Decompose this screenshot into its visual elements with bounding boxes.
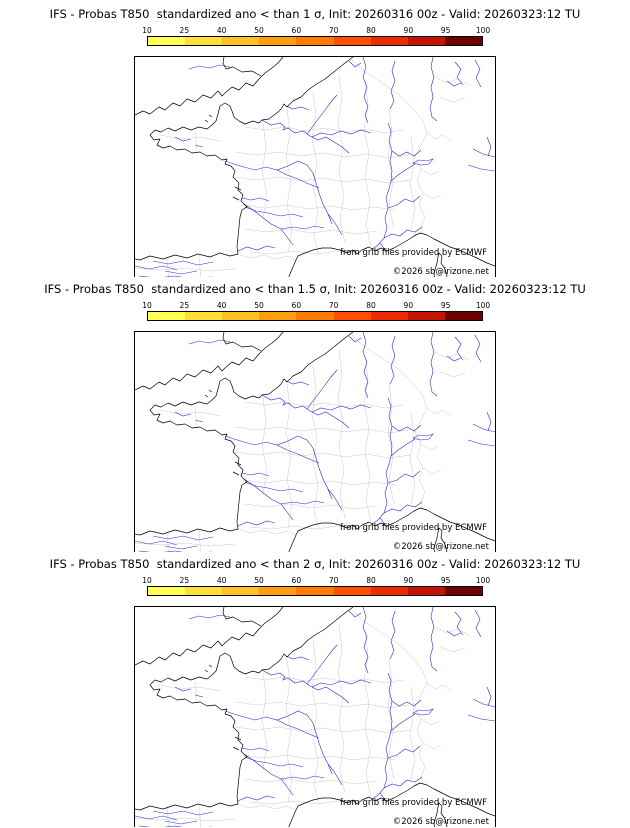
colorbar-segment xyxy=(333,312,371,320)
colorbar-segment xyxy=(259,587,297,595)
colorbar-tick-label: 40 xyxy=(216,26,227,35)
colorbar-segment xyxy=(296,312,334,320)
colorbar-segment xyxy=(259,312,297,320)
colorbar-tick-label: 100 xyxy=(475,576,491,585)
colorbar-tick-label: 50 xyxy=(254,576,264,585)
colorbar-bar xyxy=(147,311,483,321)
colorbar-segment xyxy=(370,312,408,320)
colorbar-segment xyxy=(407,37,445,45)
colorbar-segment xyxy=(444,587,482,595)
colorbar-tick-label: 100 xyxy=(475,301,491,310)
colorbar-bar xyxy=(147,36,483,46)
colorbar-tick-label: 50 xyxy=(254,26,264,35)
forecast-panel-1-5sigma: IFS - Probas T850 standardized ano < tha… xyxy=(0,277,630,552)
colorbar-tick-label: 95 xyxy=(440,301,451,310)
colorbar-segment xyxy=(333,587,371,595)
france-map-svg xyxy=(135,57,495,277)
colorbar-tick-label: 25 xyxy=(179,576,190,585)
colorbar-tick-label: 80 xyxy=(366,26,376,35)
colorbar-segment xyxy=(185,37,223,45)
panel-title: IFS - Probas T850 standardized ano < tha… xyxy=(49,557,581,571)
colorbar-tick-label: 90 xyxy=(403,301,414,310)
colorbar-tick-labels: 10 25 40 50 60 70 80 90 95 100 xyxy=(142,26,490,35)
colorbar-tick-label: 25 xyxy=(179,26,190,35)
map-france: from grib files provided by ECMWF ©2026 … xyxy=(134,331,496,552)
colorbar-segment xyxy=(370,37,408,45)
colorbar-tick-label: 40 xyxy=(216,576,227,585)
colorbar-tick-label: 40 xyxy=(216,301,227,310)
colorbar-segment xyxy=(222,37,260,45)
colorbar-tick-label: 60 xyxy=(291,301,302,310)
colorbar-tick-labels: 10 25 40 50 60 70 80 90 95 100 xyxy=(142,576,490,585)
colorbar-segment xyxy=(333,37,371,45)
credit-copyright: ©2026 sb@irizone.net xyxy=(392,267,489,277)
credit-copyright: ©2026 sb@irizone.net xyxy=(392,542,489,552)
colorbar-tick-label: 70 xyxy=(328,26,339,35)
credit-copyright: ©2026 sb@irizone.net xyxy=(392,817,489,827)
probability-colorbar: 10 25 40 50 60 70 80 90 95 100 xyxy=(142,576,490,596)
colorbar-tick-label: 10 xyxy=(142,576,152,585)
colorbar-segment xyxy=(185,587,223,595)
colorbar-segment xyxy=(444,312,482,320)
colorbar-tick-label: 80 xyxy=(366,576,376,585)
colorbar-tick-label: 70 xyxy=(328,301,339,310)
colorbar-tick-label: 95 xyxy=(440,26,451,35)
forecast-panel-1sigma: IFS - Probas T850 standardized ano < tha… xyxy=(0,2,630,277)
france-map-svg xyxy=(135,607,495,827)
colorbar-tick-label: 90 xyxy=(403,576,414,585)
colorbar-segment xyxy=(222,312,260,320)
probability-colorbar: 10 25 40 50 60 70 80 90 95 100 xyxy=(142,26,490,46)
colorbar-segment xyxy=(296,37,334,45)
colorbar-segment xyxy=(148,312,186,320)
colorbar-segment xyxy=(370,587,408,595)
colorbar-segment xyxy=(407,312,445,320)
panel-title: IFS - Probas T850 standardized ano < tha… xyxy=(44,282,586,296)
colorbar-segment xyxy=(222,587,260,595)
map-france: from grib files provided by ECMWF ©2026 … xyxy=(134,606,496,827)
colorbar-segment xyxy=(259,37,297,45)
france-map-svg xyxy=(135,332,495,552)
map-france: from grib files provided by ECMWF ©2026 … xyxy=(134,56,496,277)
credit-ecmwf: from grib files provided by ECMWF xyxy=(340,798,487,808)
colorbar-tick-labels: 10 25 40 50 60 70 80 90 95 100 xyxy=(142,301,490,310)
colorbar-segment xyxy=(148,587,186,595)
colorbar-tick-label: 70 xyxy=(328,576,339,585)
credit-ecmwf: from grib files provided by ECMWF xyxy=(340,248,487,258)
colorbar-tick-label: 10 xyxy=(142,26,152,35)
panel-title: IFS - Probas T850 standardized ano < tha… xyxy=(49,7,581,21)
colorbar-segment xyxy=(185,312,223,320)
colorbar-segment xyxy=(407,587,445,595)
colorbar-tick-label: 50 xyxy=(254,301,264,310)
colorbar-bar xyxy=(147,586,483,596)
colorbar-segment xyxy=(296,587,334,595)
colorbar-tick-label: 90 xyxy=(403,26,414,35)
colorbar-tick-label: 25 xyxy=(179,301,190,310)
colorbar-segment xyxy=(148,37,186,45)
forecast-panel-2sigma: IFS - Probas T850 standardized ano < tha… xyxy=(0,552,630,827)
colorbar-tick-label: 60 xyxy=(291,576,302,585)
colorbar-tick-label: 60 xyxy=(291,26,302,35)
colorbar-segment xyxy=(444,37,482,45)
credit-ecmwf: from grib files provided by ECMWF xyxy=(340,523,487,533)
colorbar-tick-label: 100 xyxy=(475,26,491,35)
probability-colorbar: 10 25 40 50 60 70 80 90 95 100 xyxy=(142,301,490,321)
colorbar-tick-label: 80 xyxy=(366,301,376,310)
colorbar-tick-label: 10 xyxy=(142,301,152,310)
colorbar-tick-label: 95 xyxy=(440,576,451,585)
